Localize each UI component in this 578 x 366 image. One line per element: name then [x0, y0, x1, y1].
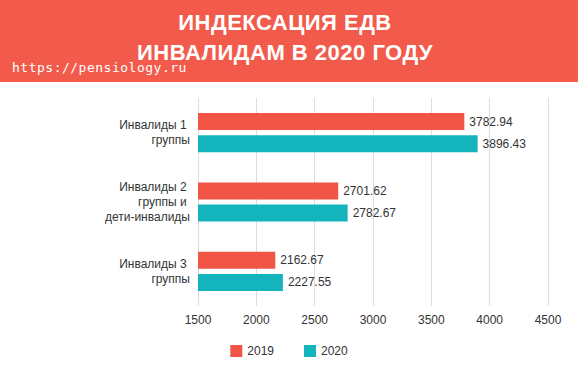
html-text:https://pensiology.ru: https://pensiology.ru — [12, 60, 187, 75]
svg-text:4000: 4000 — [476, 313, 503, 327]
svg-text:3896.43: 3896.43 — [483, 137, 527, 151]
svg-text:2019: 2019 — [247, 344, 274, 358]
svg-text:Инвалиды 2: Инвалиды 2 — [119, 180, 190, 194]
svg-text:Инвалиды 3: Инвалиды 3 — [119, 257, 190, 271]
svg-text:2500: 2500 — [301, 313, 328, 327]
svg-text:4500: 4500 — [535, 313, 562, 327]
svg-text:2782.67: 2782.67 — [353, 206, 397, 220]
svg-text:2000: 2000 — [243, 313, 270, 327]
svg-text:дети-инвалиды: дети-инвалиды — [105, 210, 190, 224]
svg-text:2020: 2020 — [321, 344, 348, 358]
html-text:ИНДЕКСАЦИЯ ЕДВ ИНВАЛИДАМ В 202: ИНДЕКСАЦИЯ ЕДВ ИНВАЛИДАМ В 2020 ГОДУ — [137, 10, 433, 65]
svg-text:3782.94: 3782.94 — [469, 115, 513, 129]
svg-text:группы: группы — [151, 272, 190, 286]
svg-text:2162.67: 2162.67 — [280, 253, 324, 267]
svg-text:3500: 3500 — [418, 313, 445, 327]
svg-text:1500: 1500 — [185, 313, 212, 327]
svg-text:группы и: группы и — [138, 195, 190, 209]
svg-text:группы: группы — [151, 133, 190, 147]
svg-text:2701.62: 2701.62 — [343, 184, 387, 198]
svg-text:Инвалиды 1: Инвалиды 1 — [119, 118, 190, 132]
svg-text:2227.55: 2227.55 — [288, 275, 332, 289]
svg-text:3000: 3000 — [360, 313, 387, 327]
